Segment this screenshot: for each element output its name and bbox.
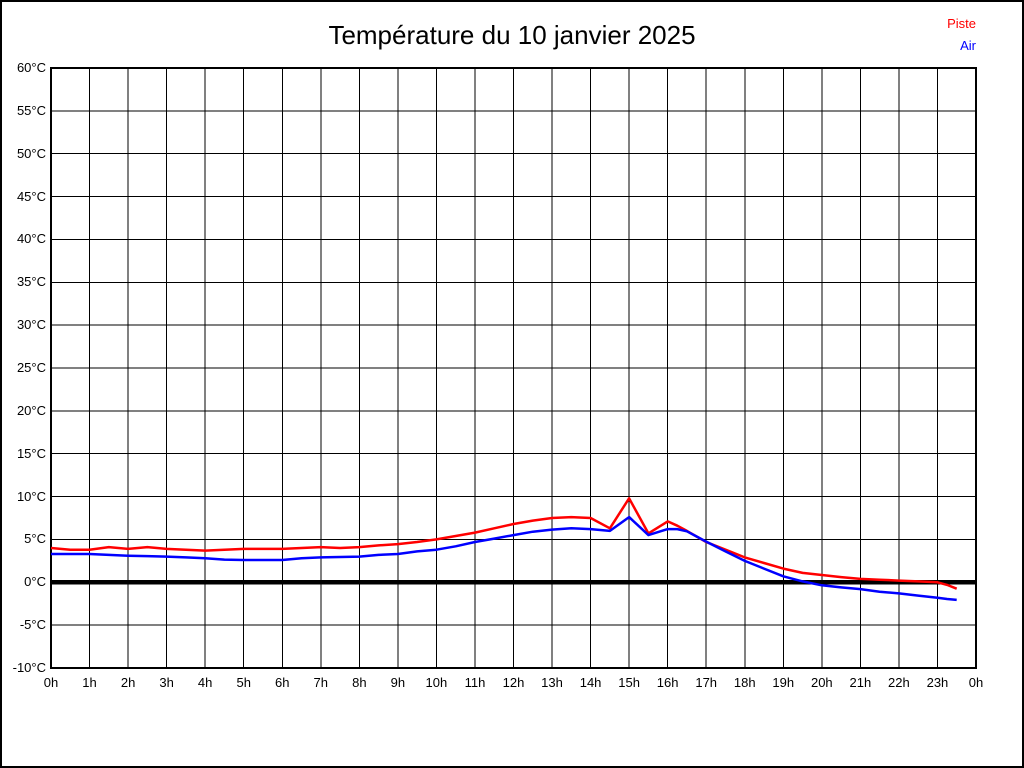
x-tick-label: 18h bbox=[733, 675, 756, 690]
x-tick-label: 12h bbox=[502, 675, 525, 690]
x-tick-label: 8h bbox=[352, 675, 367, 690]
x-tick-label: 6h bbox=[275, 675, 290, 690]
x-tick-label: 7h bbox=[313, 675, 329, 690]
x-tick-label: 0h bbox=[968, 675, 984, 690]
y-tick-label: 55°C bbox=[16, 102, 46, 118]
plot-border bbox=[50, 67, 977, 669]
x-tick-label: 11h bbox=[464, 675, 486, 690]
y-tick-label: 15°C bbox=[16, 445, 46, 461]
series-line-piste bbox=[50, 497, 958, 590]
legend-label-piste: Piste bbox=[947, 16, 976, 31]
y-tick-label: 60°C bbox=[16, 60, 46, 75]
y-tick-label: -10°C bbox=[12, 660, 46, 675]
x-tick-label: 21h bbox=[849, 675, 872, 690]
x-tick-label: 15h bbox=[618, 675, 640, 690]
y-tick-label: 25°C bbox=[16, 360, 46, 375]
x-tick-label: 23h bbox=[926, 675, 949, 690]
x-tick-label: 17h bbox=[695, 675, 718, 690]
x-tick-label: 10h bbox=[425, 675, 448, 690]
y-tick-label: 40°C bbox=[16, 231, 46, 247]
x-tick-label: 3h bbox=[159, 675, 174, 690]
x-tick-label: 22h bbox=[888, 675, 910, 690]
y-tick-label: 50°C bbox=[16, 145, 46, 161]
series-line-air bbox=[51, 515, 957, 602]
y-tick-label: 45°C bbox=[16, 188, 46, 204]
y-tick-label: 20°C bbox=[16, 402, 46, 418]
x-tick-label: 16h bbox=[656, 675, 679, 690]
x-tick-label: 20h bbox=[810, 675, 833, 690]
legend-item-piste: Piste bbox=[947, 13, 976, 35]
y-tick-label: 35°C bbox=[16, 274, 46, 290]
x-tick-label: 13h bbox=[541, 675, 563, 690]
x-tick-label: 1h bbox=[82, 675, 97, 690]
chart-legend: Piste Air bbox=[947, 13, 976, 57]
x-tick-label: 4h bbox=[197, 675, 213, 690]
chart-title: Température du 10 janvier 2025 bbox=[328, 20, 696, 50]
x-tick-label: 14h bbox=[579, 675, 602, 690]
legend-label-air: Air bbox=[960, 38, 976, 53]
y-tick-label: 10°C bbox=[16, 488, 46, 504]
x-tick-label: 2h bbox=[120, 675, 136, 690]
legend-item-air: Air bbox=[947, 35, 976, 57]
y-tick-label: 30°C bbox=[16, 317, 46, 333]
y-tick-label: 5°C bbox=[24, 531, 46, 547]
x-tick-label: 0h bbox=[43, 675, 59, 690]
y-tick-label: -5°C bbox=[19, 617, 46, 633]
x-tick-label: 5h bbox=[236, 675, 251, 690]
y-tick-label: 0°C bbox=[24, 574, 46, 590]
x-tick-label: 19h bbox=[772, 675, 795, 690]
x-tick-label: 9h bbox=[390, 675, 406, 690]
